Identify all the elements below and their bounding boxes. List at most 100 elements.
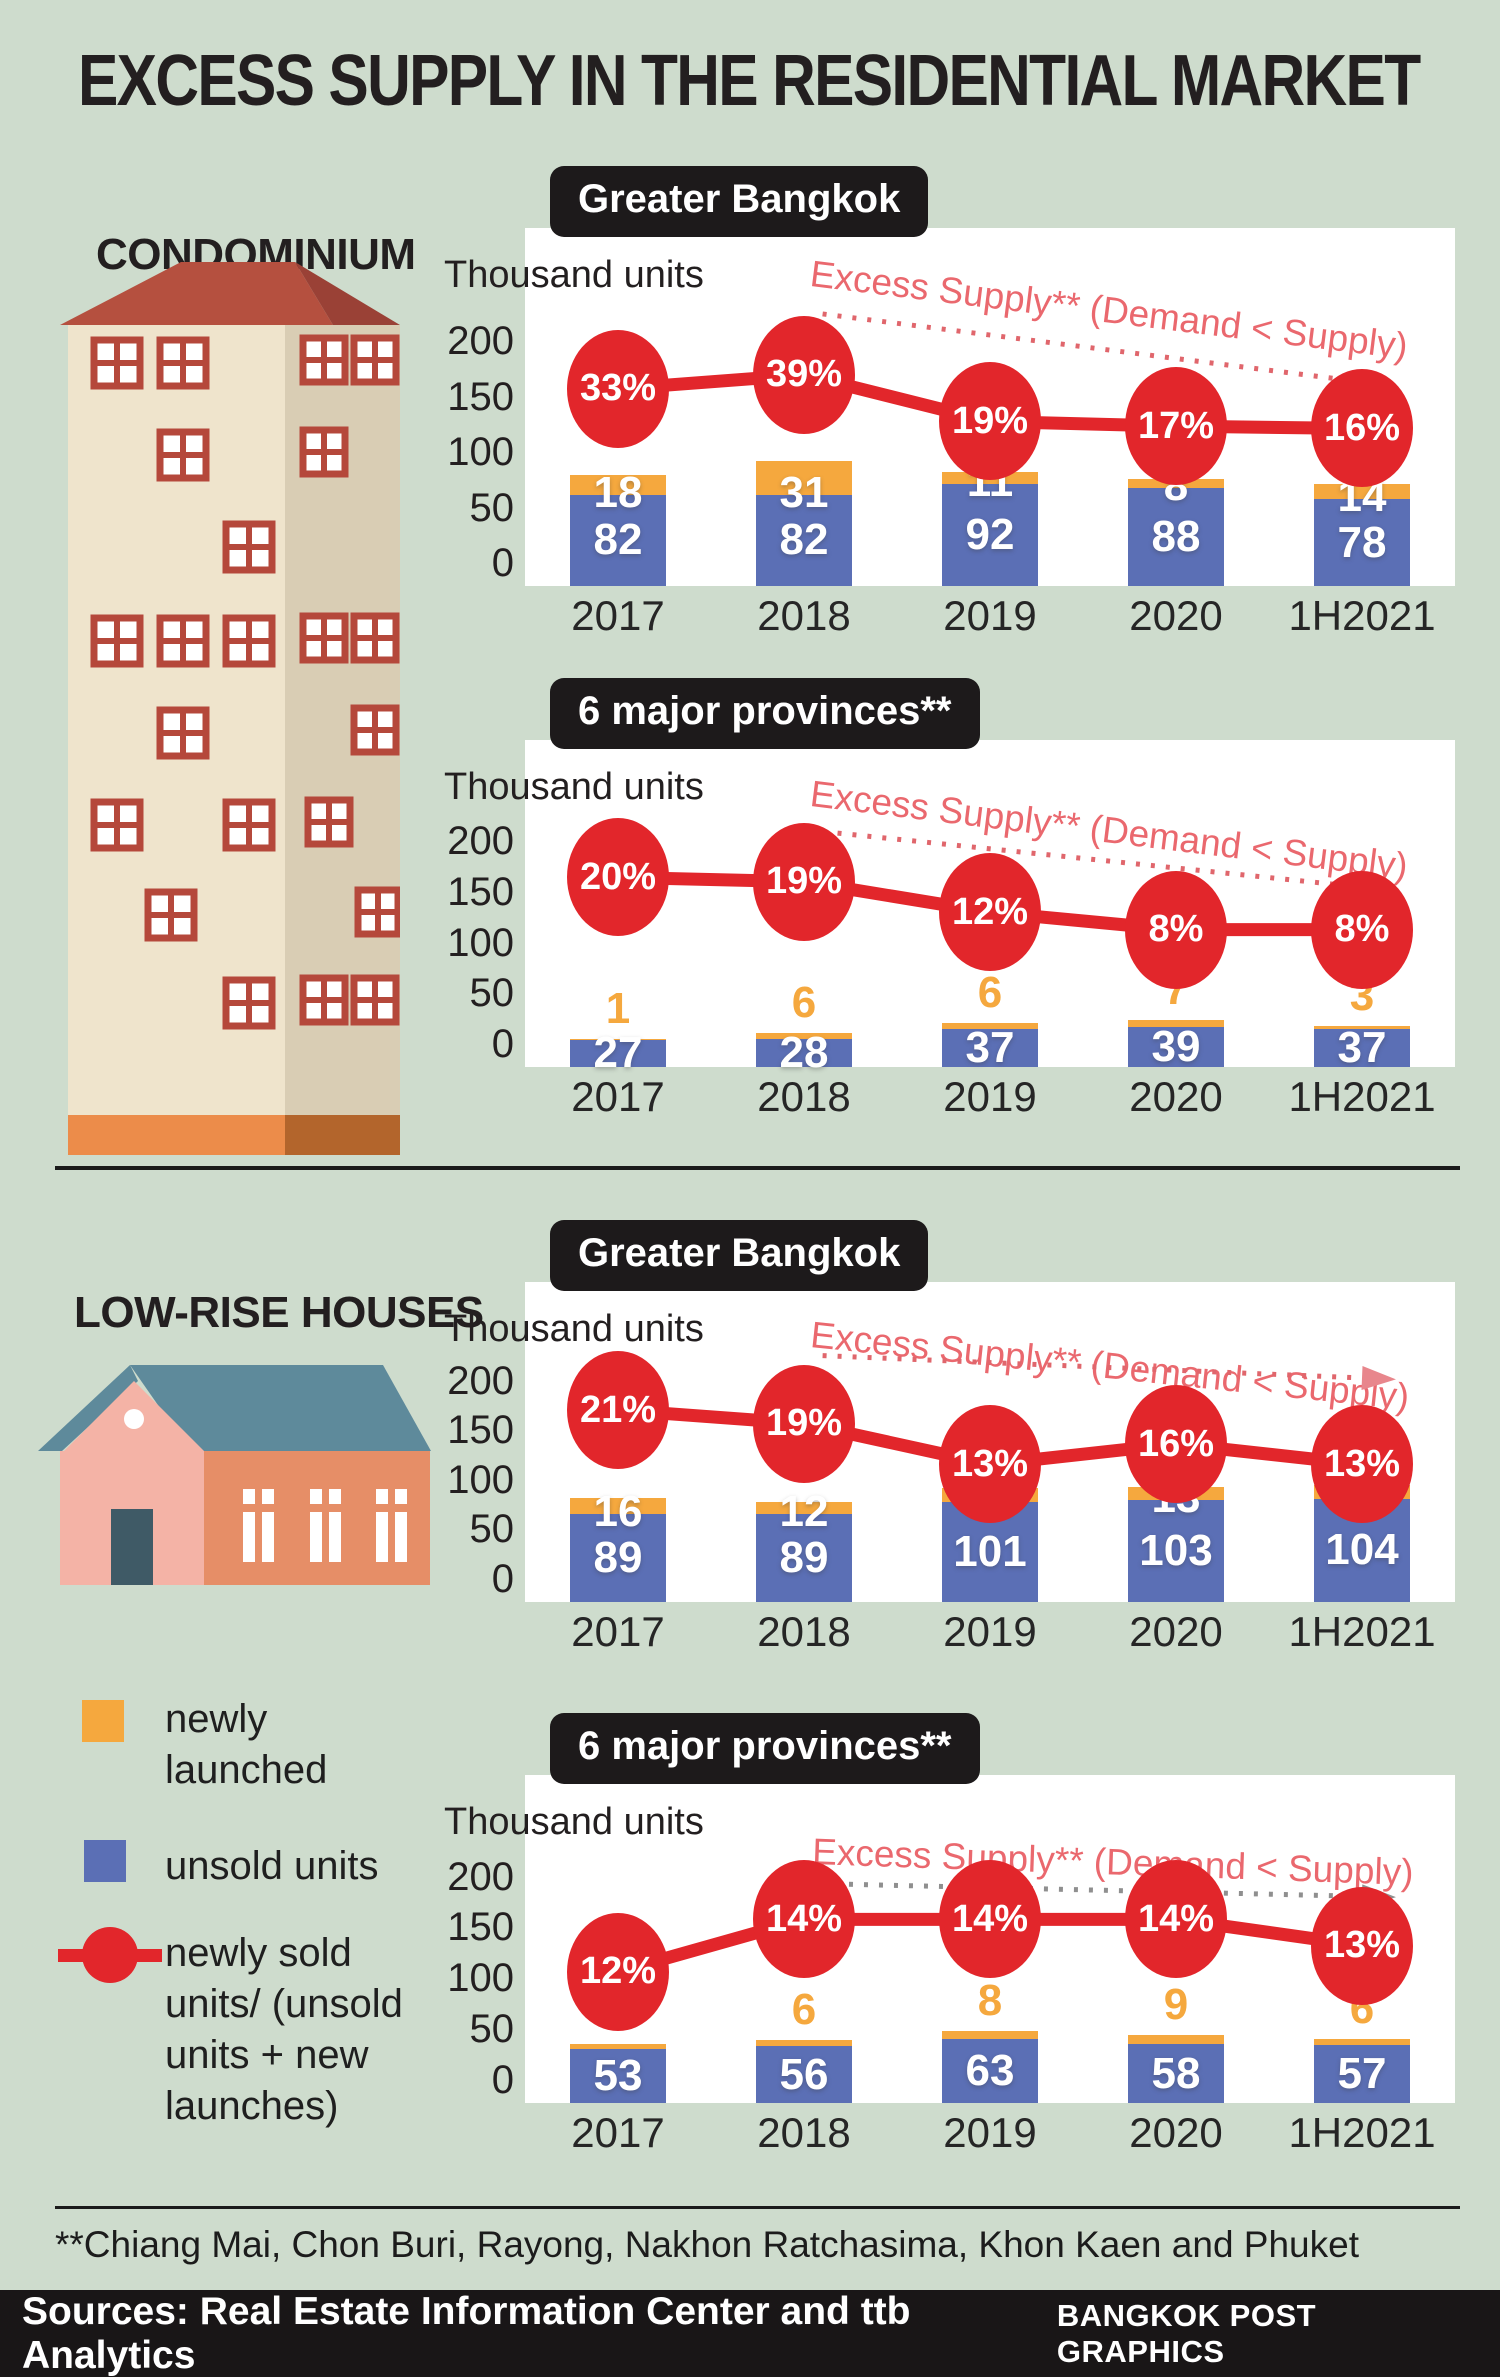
bar-unsold-value: 56 [779, 2049, 829, 2099]
y-axis-tick: 50 [469, 2007, 515, 2052]
chart-plot-area: Excess Supply** (Demand < Supply) 82 18 82… [525, 228, 1455, 586]
bar-unsold-value: 57 [1337, 2049, 1387, 2099]
bar-unsold-segment [570, 2049, 666, 2103]
bar-newly-launched-segment [1128, 2034, 1224, 2044]
bar-newly-launched-value: 6 [977, 968, 1003, 1018]
pct-circle: 16% [1125, 1385, 1227, 1503]
legend-label-newly-sold: newly sold units/ (unsold units + new la… [165, 1931, 403, 2128]
pct-circle: 14% [1125, 1860, 1227, 1979]
chart-plot-area: Excess Supply** (Demand < Supply) 27 1 28 6… [525, 740, 1455, 1077]
bar-newly-launched-value: 16 [593, 1486, 643, 1536]
x-axis-label: 2020 [1129, 2109, 1223, 2156]
y-axis-tick: 0 [491, 1022, 514, 1066]
footer-credit: BANGKOK POST GRAPHICS [1056, 2297, 1317, 2369]
x-axis-label: 2018 [757, 1073, 851, 1120]
y-axis-tick: 100 [447, 1457, 514, 1502]
bar-newly-launched-segment [1128, 1020, 1224, 1028]
y-axis-tick: 100 [447, 920, 514, 965]
x-axis-label: 2017 [571, 1073, 665, 1120]
x-axis-label: 2017 [571, 592, 665, 639]
bar-newly-launched-segment [756, 1032, 852, 1039]
bar-newly-launched-segment [570, 1497, 666, 1514]
bar-unsold-value: 82 [593, 515, 643, 565]
y-axis-tick: 50 [469, 1507, 515, 1552]
bar-newly-launched-segment [570, 2044, 666, 2050]
x-axis-label: 2019 [943, 592, 1037, 639]
bar-unsold-segment [1128, 488, 1224, 586]
chart-plot-area: Excess Supply** (Demand < Supply) 535566… [525, 1775, 1455, 2103]
bar-unsold-segment [1128, 1027, 1224, 1067]
x-axis-label: 2018 [757, 592, 851, 639]
bar-unsold-value: 104 [1325, 1525, 1399, 1575]
y-axis-tick: 200 [447, 1854, 514, 1899]
bar-unsold-value: 89 [779, 1532, 829, 1582]
excess-supply-annotation: Excess Supply** (Demand < Supply) [809, 1314, 1412, 1418]
x-axis-label: 2020 [1129, 1073, 1223, 1120]
legend-label-unsold-units: unsold units [165, 1844, 379, 1888]
chart-lowrise-6-provinces: 6 major provinces** Excess Supply** (Dem… [430, 1713, 1465, 2183]
bar-unsold-segment [756, 2046, 852, 2103]
pct-circle: 8% [1311, 870, 1413, 989]
bar-unsold-segment [570, 1039, 666, 1067]
pct-circle: 19% [753, 1364, 855, 1483]
bar-unsold-value: 39 [1151, 1022, 1201, 1072]
pct-circle: 13% [939, 1405, 1041, 1524]
bar-newly-launched-value: 18 [593, 467, 643, 517]
page-title: EXCESS SUPPLY IN THE RESIDENTIAL MARKET [78, 41, 1421, 121]
bar-newly-launched-segment [756, 1501, 852, 1514]
bar-newly-launched-segment [942, 2030, 1038, 2039]
y-axis-tick: 0 [491, 2058, 514, 2102]
footnote-provinces: **Chiang Mai, Chon Buri, Rayong, Nakhon … [55, 2224, 1359, 2265]
pct-circle: 19% [753, 822, 855, 941]
bar-unsold-value: 28 [779, 1027, 829, 1077]
x-axis-label: 2019 [943, 2109, 1037, 2156]
bar-unsold-segment [1314, 499, 1410, 586]
bar-newly-launched-segment [570, 1038, 666, 1040]
bar-unsold-segment [942, 2038, 1038, 2103]
pct-circle: 33% [567, 329, 669, 448]
x-axis-label: 2019 [943, 1073, 1037, 1120]
legend-label-newly-launched: newly launched [165, 1697, 328, 1792]
bar-unsold-segment [942, 1029, 1038, 1067]
bar-newly-launched-segment [1314, 2038, 1410, 2046]
legend-swatch-unsold-units [84, 1840, 126, 1882]
bar-newly-launched-value: 1 [605, 983, 631, 1033]
footer-bar: Sources: Real Estate Information Center … [0, 2290, 1500, 2377]
excess-supply-annotation: Excess Supply** (Demand < Supply) [808, 772, 1411, 887]
x-axis-label: 1H2021 [1288, 592, 1436, 639]
pct-circle: 8% [1125, 870, 1227, 989]
y-axis-tick: 150 [447, 1905, 514, 1950]
y-axis-tick: 200 [447, 1358, 514, 1403]
bar-unsold-segment [756, 1038, 852, 1067]
pct-circle: 39% [753, 315, 855, 434]
y-axis-tick: 50 [469, 485, 515, 530]
bar-newly-launched-segment [570, 475, 666, 495]
y-axis-tick: 50 [469, 971, 515, 1016]
chart-lowrise-greater-bangkok: Greater Bangkok Excess Supply** (Demand … [430, 1220, 1465, 1690]
bar-newly-launched-segment [1314, 483, 1410, 500]
x-axis-label: 2019 [943, 1608, 1037, 1655]
chart-region-badge: Greater Bangkok [550, 1220, 929, 1291]
bar-unsold-segment [942, 483, 1038, 586]
bar-unsold-value: 103 [1139, 1525, 1213, 1575]
bar-unsold-value: 89 [593, 1532, 643, 1582]
section-heading-lowrise: LOW-RISE HOUSES [74, 1288, 484, 1337]
excess-supply-annotation: Excess Supply** (Demand < Supply) [811, 1830, 1415, 1893]
y-axis-tick: 100 [447, 430, 514, 475]
footer-sources: Sources: Real Estate Information Center … [22, 2289, 911, 2377]
bar-newly-launched-segment [1314, 1026, 1410, 1030]
x-axis-label: 2017 [571, 2109, 665, 2156]
pct-circle: 14% [939, 1860, 1041, 1979]
y-axis-tick: 150 [447, 1408, 514, 1453]
pct-circle: 19% [939, 362, 1041, 481]
bar-unsold-segment [1128, 1499, 1224, 1602]
bar-newly-launched-segment [942, 1023, 1038, 1030]
chart-region-badge: 6 major provinces** [550, 678, 980, 749]
legend-marker-newly-sold-icon [58, 1926, 162, 1984]
x-axis-label: 2020 [1129, 592, 1223, 639]
bar-unsold-value: 27 [593, 1028, 643, 1078]
legend-swatch-newly-launched [82, 1700, 124, 1742]
bar-newly-launched-value: 6 [791, 1984, 817, 2034]
bar-unsold-value: 78 [1337, 517, 1387, 567]
